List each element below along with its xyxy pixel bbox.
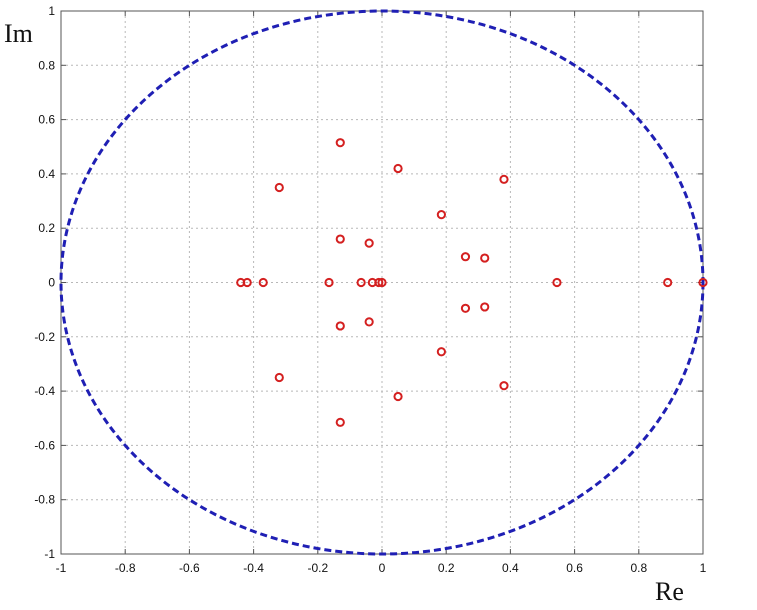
- data-point: [335, 138, 345, 148]
- x-tick-label: 0.2: [438, 561, 455, 575]
- data-point: [393, 391, 403, 402]
- data-point: [324, 277, 334, 288]
- unit-circle: [59, 9, 705, 556]
- data-point: [480, 302, 490, 312]
- data-point: [436, 347, 446, 357]
- x-tick-label: 0.4: [502, 561, 519, 575]
- x-tick-label: -0.8: [115, 561, 136, 575]
- y-tick-label: 0: [48, 276, 55, 290]
- data-point: [335, 321, 345, 331]
- data-point: [436, 210, 446, 220]
- data-point: [274, 372, 284, 383]
- data-point: [236, 277, 246, 288]
- data-point: [499, 381, 509, 391]
- x-tick-labels: -1 -0.8 -0.6 -0.4 -0.2 0 0.2 0.4 0.6 0.8 1: [56, 561, 707, 575]
- data-point: [480, 253, 490, 263]
- data-point: [460, 303, 471, 313]
- y-tick-label: 0.4: [38, 167, 55, 181]
- x-tick-label: -0.2: [307, 561, 328, 575]
- data-point: [335, 417, 345, 427]
- y-tick-label: -0.8: [34, 493, 55, 507]
- data-point: [499, 174, 509, 184]
- data-point: [552, 277, 562, 288]
- x-tick-label: -1: [56, 561, 67, 575]
- data-point: [698, 277, 708, 288]
- data-point: [460, 252, 471, 262]
- x-tick-label: -0.6: [179, 561, 200, 575]
- y-tick-labels: 1 0.8 0.6 0.4 0.2 0 -0.2 -0.4 -0.6 -0.8 -1: [34, 4, 55, 561]
- y-tick-label: 0.6: [38, 113, 55, 127]
- x-tick-label: 0.6: [566, 561, 583, 575]
- data-point: [367, 277, 377, 288]
- data-point: [663, 277, 673, 288]
- x-tick-label: 1: [700, 561, 707, 575]
- x-tick-label: 0.8: [630, 561, 647, 575]
- y-tick-label: -0.6: [34, 438, 55, 452]
- data-point: [356, 277, 366, 288]
- y-tick-label: -0.2: [34, 330, 55, 344]
- data-point: [364, 317, 374, 327]
- data-point: [364, 238, 374, 248]
- y-axis-label: Im: [4, 19, 33, 48]
- data-point: [393, 163, 403, 174]
- data-point: [377, 277, 387, 288]
- x-tick-label: 0: [379, 561, 386, 575]
- data-point: [335, 234, 345, 244]
- y-tick-label: 0.8: [38, 58, 55, 72]
- data-point: [274, 182, 284, 193]
- y-tick-label: -1: [44, 547, 55, 561]
- y-tick-label: -0.4: [34, 384, 55, 398]
- x-tick-label: -0.4: [243, 561, 264, 575]
- y-tick-label: 1: [48, 4, 55, 18]
- data-point: [258, 277, 268, 288]
- y-tick-label: 0.2: [38, 221, 55, 235]
- points: [236, 138, 708, 427]
- x-axis-label: Re: [655, 577, 684, 606]
